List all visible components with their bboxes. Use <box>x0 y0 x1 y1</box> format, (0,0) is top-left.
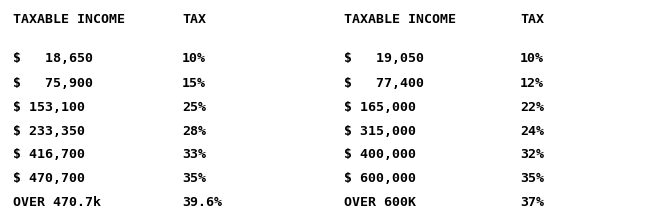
Text: $ 600,000: $ 600,000 <box>344 172 417 185</box>
Text: TAXABLE INCOME: TAXABLE INCOME <box>344 13 456 26</box>
Text: 39.6%: 39.6% <box>182 196 222 209</box>
Text: 35%: 35% <box>520 172 544 185</box>
Text: 32%: 32% <box>520 148 544 161</box>
Text: TAX: TAX <box>520 13 544 26</box>
Text: 37%: 37% <box>520 196 544 209</box>
Text: 10%: 10% <box>182 52 206 64</box>
Text: 25%: 25% <box>182 101 206 114</box>
Text: 33%: 33% <box>182 148 206 161</box>
Text: $ 416,700: $ 416,700 <box>13 148 85 161</box>
Text: $ 233,350: $ 233,350 <box>13 125 85 138</box>
Text: 22%: 22% <box>520 101 544 114</box>
Text: $ 153,100: $ 153,100 <box>13 101 85 114</box>
Text: $ 315,000: $ 315,000 <box>344 125 417 138</box>
Text: 15%: 15% <box>182 77 206 90</box>
Text: $ 165,000: $ 165,000 <box>344 101 417 114</box>
Text: 28%: 28% <box>182 125 206 138</box>
Text: 12%: 12% <box>520 77 544 90</box>
Text: 24%: 24% <box>520 125 544 138</box>
Text: $   77,400: $ 77,400 <box>344 77 424 90</box>
Text: 35%: 35% <box>182 172 206 185</box>
Text: $   18,650: $ 18,650 <box>13 52 93 64</box>
Text: 10%: 10% <box>520 52 544 64</box>
Text: $ 470,700: $ 470,700 <box>13 172 85 185</box>
Text: TAX: TAX <box>182 13 206 26</box>
Text: $ 400,000: $ 400,000 <box>344 148 417 161</box>
Text: $   75,900: $ 75,900 <box>13 77 93 90</box>
Text: OVER 600K: OVER 600K <box>344 196 417 209</box>
Text: OVER 470.7k: OVER 470.7k <box>13 196 101 209</box>
Text: $   19,050: $ 19,050 <box>344 52 424 64</box>
Text: TAXABLE INCOME: TAXABLE INCOME <box>13 13 125 26</box>
